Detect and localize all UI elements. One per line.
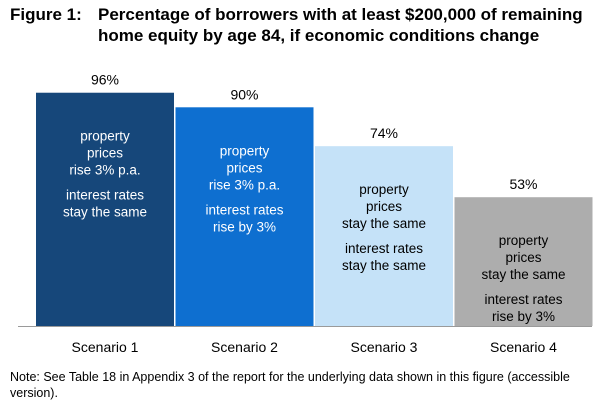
bar-annotation-scenario-1-1-2: prices	[87, 146, 123, 161]
bar-annotation-scenario-2-1-1: property	[220, 143, 270, 158]
bar-annotation-scenario-2-2-1: interest rates	[205, 202, 283, 217]
bar-annotation-scenario-1-2-1: interest rates	[66, 188, 144, 203]
x-tick-label-scenario-3: Scenario 3	[351, 339, 418, 355]
bar-annotation-scenario-4-1-2: prices	[505, 250, 541, 265]
bar-annotation-scenario-4-2-2: rise by 3%	[492, 309, 555, 324]
data-label-scenario-3: 74%	[370, 125, 398, 141]
figure-note: Note: See Table 18 in Appendix 3 of the …	[10, 370, 570, 400]
x-tick-label-scenario-2: Scenario 2	[211, 339, 278, 355]
data-label-scenario-4: 53%	[509, 176, 537, 192]
bar-annotation-scenario-2-1-3: rise 3% p.a.	[209, 177, 280, 192]
figure-title-text: Percentage of borrowers with at least $2…	[98, 4, 595, 46]
bar-scenario-2	[175, 107, 314, 326]
bar-scenario-3	[315, 146, 453, 326]
bar-annotation-scenario-3-1-3: stay the same	[342, 216, 426, 231]
bar-annotation-scenario-2-2-2: rise by 3%	[213, 219, 276, 234]
x-tick-label-scenario-1: Scenario 1	[72, 339, 139, 355]
bar-annotation-scenario-3-1-2: prices	[366, 199, 402, 214]
bar-annotation-scenario-3-2-2: stay the same	[342, 258, 426, 273]
bar-annotation-scenario-2-1-2: prices	[226, 160, 262, 175]
data-label-scenario-2: 90%	[230, 86, 258, 102]
bar-annotation-scenario-1-1-3: rise 3% p.a.	[69, 163, 140, 178]
bar-annotation-scenario-3-2-1: interest rates	[345, 241, 423, 256]
figure-title-line-2: home equity by age 84, if economic condi…	[98, 26, 540, 45]
bar-annotation-scenario-1-2-2: stay the same	[63, 205, 147, 220]
bar-annotation-scenario-1-1-1: property	[80, 129, 130, 144]
bar-annotation-scenario-4-1-1: property	[499, 233, 549, 248]
bar-annotation-scenario-3-1-1: property	[359, 182, 409, 197]
bar-scenario-4	[454, 197, 593, 326]
x-tick-label-scenario-4: Scenario 4	[490, 339, 557, 355]
bar-annotation-scenario-4-2-1: interest rates	[484, 292, 562, 307]
figure-label: Figure 1:	[10, 5, 82, 24]
figure-title: Figure 1: Percentage of borrowers with a…	[10, 4, 595, 46]
bar-annotation-scenario-4-1-3: stay the same	[481, 267, 565, 282]
bar-scenario-1	[36, 92, 174, 326]
bar-chart: 96% Scenario 1 property prices rise 3% p.a. i…	[18, 72, 593, 355]
figure-title-line-1: Percentage of borrowers with at least $2…	[98, 5, 583, 24]
data-label-scenario-1: 96%	[91, 72, 119, 88]
